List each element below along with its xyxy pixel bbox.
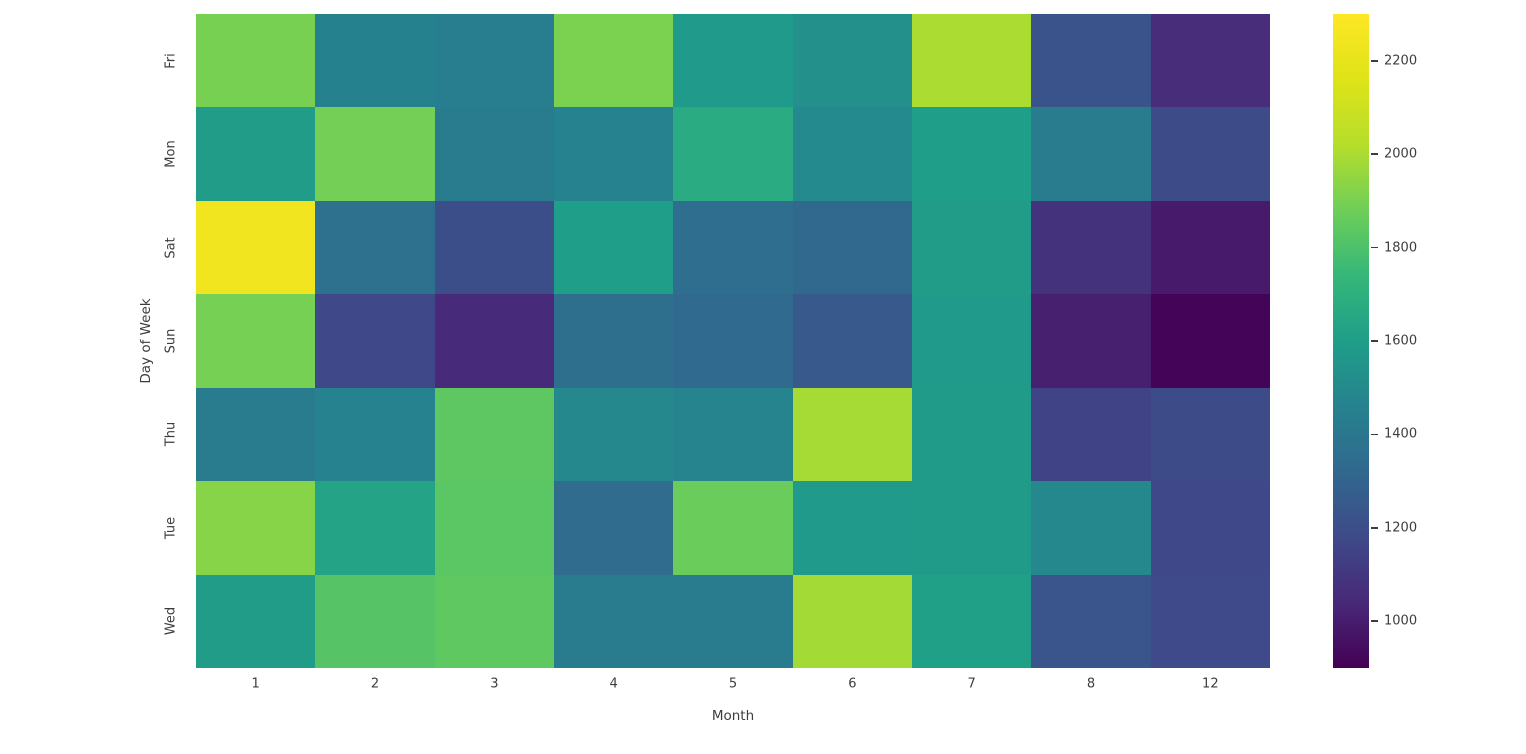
heatmap-cell-Thu-12	[1150, 387, 1270, 482]
colorbar-tick-mark	[1371, 340, 1378, 342]
colorbar-tick-label: 2000	[1384, 146, 1418, 162]
heatmap-plot	[196, 14, 1270, 668]
heatmap-cell-Wed-6	[792, 574, 912, 668]
colorbar-tick-mark	[1371, 59, 1378, 62]
heatmap-cell-Thu-1	[196, 387, 316, 482]
colorbar-tick-label: 1400	[1384, 426, 1418, 442]
heatmap-cell-Sat-6	[792, 200, 912, 295]
heatmap-cell-Sat-1	[196, 200, 316, 295]
heatmap-cell-Mon-2	[315, 107, 435, 201]
y-tick-label: Wed	[163, 607, 179, 636]
heatmap-cell-Fri-5	[673, 14, 793, 108]
heatmap-cell-Tue-2	[315, 481, 435, 575]
heatmap-cell-Tue-8	[1031, 481, 1151, 575]
y-tick-label: Sat	[163, 236, 179, 259]
heatmap-cell-Thu-2	[315, 387, 435, 482]
y-tick-label: Sun	[163, 328, 179, 354]
heatmap-cell-Fri-2	[315, 14, 435, 108]
heatmap-cell-Tue-1	[196, 481, 316, 575]
x-tick-label: 1	[251, 676, 260, 692]
heatmap-cell-Sun-2	[315, 294, 435, 388]
colorbar-tick-mark	[1371, 620, 1378, 623]
heatmap-cell-Sun-4	[554, 294, 674, 388]
colorbar-tick-label: 1000	[1384, 613, 1418, 629]
heatmap-cell-Mon-7	[912, 107, 1032, 201]
heatmap-cell-Fri-7	[912, 14, 1032, 108]
y-axis-title: Day of Week	[138, 298, 154, 384]
heatmap-cell-Wed-1	[196, 574, 316, 668]
heatmap-cell-Mon-4	[554, 107, 674, 201]
heatmap-cell-Fri-3	[434, 14, 554, 108]
x-axis-title: Month	[711, 708, 755, 724]
heatmap-cell-Sun-3	[434, 294, 554, 388]
heatmap-cell-Fri-4	[554, 14, 674, 108]
x-tick-label: 4	[609, 676, 618, 692]
heatmap-cell-Thu-8	[1031, 387, 1151, 482]
x-tick-label: 5	[728, 676, 738, 692]
heatmap-cell-Tue-6	[792, 481, 912, 575]
heatmap-cell-Wed-7	[912, 574, 1032, 668]
x-tick-label: 12	[1202, 676, 1219, 692]
colorbar-tick-label: 1200	[1384, 520, 1418, 536]
colorbar-tick-mark	[1371, 433, 1378, 436]
heatmap-cell-Sun-8	[1031, 294, 1151, 388]
heatmap-cell-Sat-8	[1031, 200, 1151, 295]
x-tick-label: 3	[490, 676, 499, 692]
heatmap-cell-Mon-6	[792, 107, 912, 201]
colorbar-tick-mark	[1371, 527, 1378, 529]
heatmap-cell-Tue-4	[554, 481, 674, 575]
heatmap-cell-Sat-12	[1150, 200, 1270, 295]
y-tick-label: Fri	[163, 52, 179, 69]
heatmap-cell-Tue-12	[1150, 481, 1270, 575]
heatmap-cell-Fri-12	[1150, 14, 1270, 108]
heatmap-cell-Mon-3	[434, 107, 554, 201]
heatmap-cell-Fri-8	[1031, 14, 1151, 108]
y-tick-label: Tue	[163, 516, 179, 539]
x-tick-label: 7	[967, 676, 976, 692]
heatmap-cell-Thu-3	[434, 387, 554, 482]
colorbar-tick-mark	[1371, 246, 1378, 249]
heatmap-cell-Tue-7	[912, 481, 1032, 575]
heatmap-cell-Wed-12	[1150, 574, 1270, 668]
heatmap-cell-Sun-12	[1150, 294, 1270, 388]
heatmap-cell-Sat-3	[434, 200, 554, 295]
heatmap-cell-Fri-1	[196, 14, 316, 108]
heatmap-cell-Sat-7	[912, 200, 1032, 295]
heatmap-cell-Sat-5	[673, 200, 793, 295]
heatmap-cell-Tue-3	[434, 481, 554, 575]
heatmap-cell-Fri-6	[792, 14, 912, 108]
heatmap-cell-Mon-12	[1150, 107, 1270, 201]
x-tick-label: 2	[370, 676, 380, 692]
heatmap-cell-Mon-1	[196, 107, 316, 201]
y-tick-label: Mon	[163, 140, 179, 168]
colorbar-tick-label: 2200	[1384, 53, 1418, 69]
heatmap-cell-Sat-4	[554, 200, 674, 295]
heatmap-cell-Wed-5	[673, 574, 793, 668]
heatmap-cell-Mon-8	[1031, 107, 1151, 201]
heatmap-cell-Thu-5	[673, 387, 793, 482]
colorbar-tick-label: 1800	[1384, 240, 1418, 256]
heatmap-cell-Wed-4	[554, 574, 674, 668]
heatmap-cell-Sun-6	[792, 294, 912, 388]
heatmap-cell-Mon-5	[673, 107, 793, 201]
heatmap-cell-Sun-7	[912, 294, 1032, 388]
x-tick-label: 8	[1086, 676, 1096, 692]
heatmap-cell-Wed-2	[315, 574, 435, 668]
colorbar-tick-label: 1600	[1384, 333, 1418, 349]
heatmap-cell-Sat-2	[315, 200, 435, 295]
heatmap-cell-Wed-8	[1031, 574, 1151, 668]
heatmap-cell-Tue-5	[673, 481, 793, 575]
heatmap-cell-Thu-7	[912, 387, 1032, 482]
heatmap-cell-Sun-1	[196, 294, 316, 388]
colorbar-tick-mark	[1371, 153, 1378, 155]
colorbar	[1333, 14, 1369, 668]
heatmap-cell-Thu-6	[792, 387, 912, 482]
y-tick-label: Thu	[163, 422, 179, 447]
heatmap-cell-Wed-3	[434, 574, 554, 668]
heatmap-cell-Thu-4	[554, 387, 674, 482]
x-tick-label: 6	[848, 676, 857, 692]
heatmap-cell-Sun-5	[673, 294, 793, 388]
